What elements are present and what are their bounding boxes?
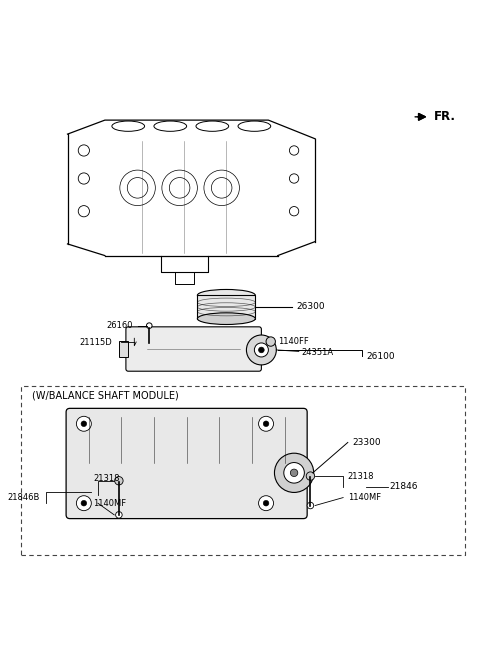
Circle shape	[290, 469, 298, 476]
Circle shape	[306, 472, 314, 480]
Circle shape	[76, 496, 91, 510]
Text: 23300: 23300	[352, 438, 381, 447]
Bar	[21, 386, 465, 554]
Text: 1140FF: 1140FF	[278, 337, 309, 346]
Ellipse shape	[197, 313, 255, 325]
Text: (W/BALANCE SHAFT MODULE): (W/BALANCE SHAFT MODULE)	[33, 391, 179, 401]
Circle shape	[81, 501, 87, 506]
Bar	[259, 340, 271, 358]
Circle shape	[81, 421, 87, 426]
Circle shape	[259, 496, 274, 510]
Text: 26160: 26160	[107, 321, 133, 330]
Circle shape	[116, 512, 122, 518]
Circle shape	[284, 462, 304, 483]
FancyBboxPatch shape	[66, 408, 307, 519]
Circle shape	[307, 502, 314, 509]
Text: 24351A: 24351A	[301, 348, 333, 357]
Text: 26100: 26100	[367, 352, 395, 361]
Bar	[197, 295, 255, 319]
Circle shape	[246, 335, 276, 365]
Text: 21846: 21846	[390, 482, 419, 491]
Text: 21115D: 21115D	[79, 338, 112, 346]
Circle shape	[76, 417, 91, 431]
Text: 1140MF: 1140MF	[93, 499, 126, 508]
Bar	[119, 340, 128, 358]
Circle shape	[259, 347, 264, 353]
Text: FR.: FR.	[434, 110, 456, 123]
Circle shape	[254, 343, 268, 357]
Circle shape	[263, 501, 269, 506]
Text: 26300: 26300	[297, 302, 325, 312]
Text: 21318: 21318	[348, 472, 374, 481]
Circle shape	[259, 417, 274, 431]
Text: 1140MF: 1140MF	[348, 493, 381, 502]
Ellipse shape	[197, 289, 255, 301]
Circle shape	[266, 337, 276, 346]
Circle shape	[263, 421, 269, 426]
FancyBboxPatch shape	[126, 327, 262, 371]
Text: 21846B: 21846B	[7, 493, 39, 502]
Circle shape	[146, 323, 152, 329]
Circle shape	[275, 453, 314, 493]
Circle shape	[115, 476, 123, 485]
Text: 21318: 21318	[93, 474, 120, 483]
